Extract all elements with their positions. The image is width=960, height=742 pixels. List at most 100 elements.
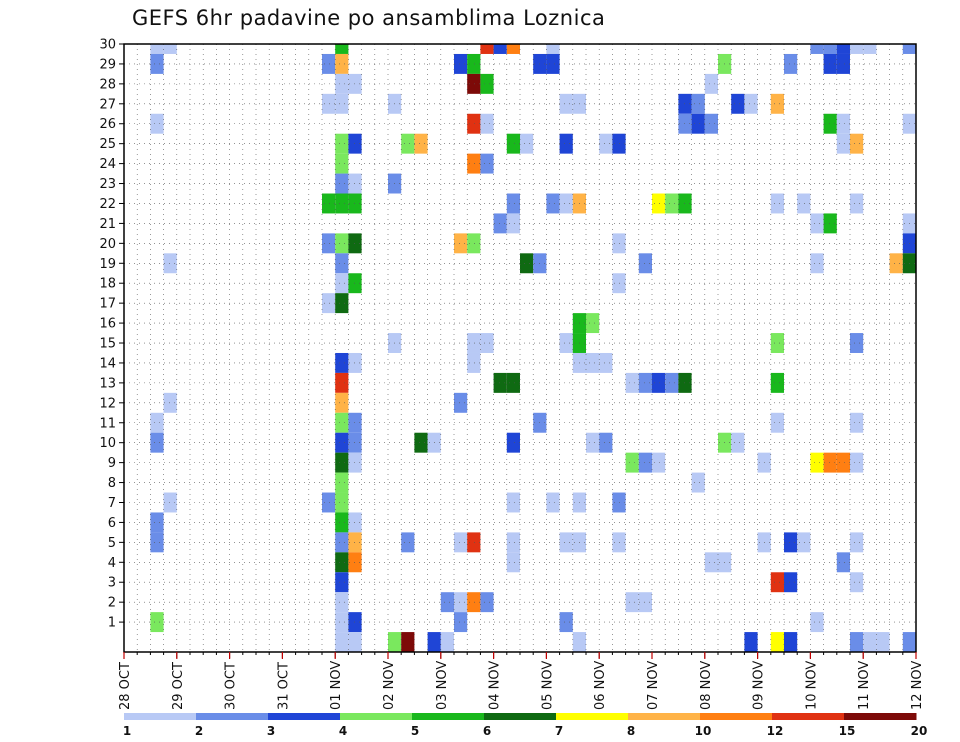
colorbar-label: 6 bbox=[483, 724, 491, 738]
heatmap-cell bbox=[335, 193, 349, 214]
y-tick-label: 7 bbox=[108, 496, 116, 511]
heatmap-cell bbox=[863, 44, 877, 54]
heatmap-cell bbox=[810, 213, 824, 234]
heatmap-cell bbox=[784, 532, 798, 553]
heatmap-cell bbox=[810, 612, 824, 633]
heatmap-cell bbox=[850, 632, 864, 652]
x-tick-label: 02 NOV bbox=[382, 661, 397, 710]
heatmap-cell bbox=[150, 113, 164, 134]
colorbar-swatch bbox=[844, 713, 917, 720]
heatmap-cell bbox=[599, 352, 613, 373]
heatmap-cell bbox=[454, 532, 468, 553]
x-tick-label: 05 NOV bbox=[540, 661, 555, 710]
heatmap-cell bbox=[902, 632, 916, 652]
y-tick-label: 8 bbox=[108, 476, 116, 491]
heatmap-cell bbox=[335, 372, 349, 393]
cells-layer bbox=[150, 44, 916, 652]
colorbar-swatch bbox=[268, 713, 341, 720]
y-tick-label: 6 bbox=[108, 516, 116, 531]
heatmap-cell bbox=[546, 193, 560, 214]
x-tick-label: 09 NOV bbox=[752, 661, 767, 710]
heatmap-cell bbox=[652, 372, 666, 393]
heatmap-cell bbox=[770, 572, 784, 593]
colorbar-label: 1 bbox=[123, 724, 131, 738]
heatmap-cell bbox=[836, 113, 850, 134]
heatmap-cell bbox=[586, 352, 600, 373]
heatmap-cell bbox=[744, 93, 758, 114]
heatmap-cell bbox=[335, 452, 349, 473]
heatmap-cell bbox=[823, 452, 837, 473]
x-tick-label: 11 NOV bbox=[857, 661, 872, 710]
heatmap-cell bbox=[480, 333, 494, 353]
x-tick-label: 01 NOV bbox=[329, 661, 344, 710]
heatmap-cell bbox=[322, 293, 336, 314]
heatmap-cell bbox=[850, 193, 864, 214]
heatmap-cell bbox=[559, 193, 573, 214]
heatmap-cell bbox=[480, 113, 494, 134]
heatmap-cell bbox=[559, 333, 573, 353]
heatmap-cell bbox=[731, 432, 745, 453]
x-tick-label: 28 OCT bbox=[118, 662, 133, 710]
heatmap-cell bbox=[322, 93, 336, 114]
y-tick-label: 5 bbox=[108, 536, 116, 551]
heatmap-cell bbox=[401, 632, 415, 652]
heatmap-cell bbox=[335, 352, 349, 373]
heatmap-cell bbox=[335, 532, 349, 553]
heatmap-cell bbox=[850, 572, 864, 593]
heatmap-cell bbox=[559, 612, 573, 633]
x-tick-label: 30 OCT bbox=[224, 662, 239, 710]
heatmap-cell bbox=[889, 253, 903, 274]
heatmap-cell bbox=[335, 73, 349, 94]
heatmap-cell bbox=[850, 532, 864, 553]
heatmap-cell bbox=[797, 532, 811, 553]
heatmap-cell bbox=[744, 632, 758, 652]
heatmap-cell bbox=[836, 133, 850, 154]
heatmap-cell bbox=[625, 452, 639, 473]
heatmap-cell bbox=[810, 44, 824, 54]
heatmap-cell bbox=[850, 44, 864, 54]
heatmap-cell bbox=[163, 392, 177, 413]
heatmap-cell bbox=[784, 572, 798, 593]
heatmap-cell bbox=[665, 372, 679, 393]
y-axis: 1234567891011121314151617181920212223242… bbox=[99, 38, 124, 631]
heatmap-cell bbox=[322, 53, 336, 74]
heatmap-cell bbox=[506, 492, 520, 513]
y-tick-label: 25 bbox=[99, 137, 116, 152]
x-axis: 28 OCT 29 OCT 30 OCT 31 OCT 01 NOV 02 NOV 03 N… bbox=[118, 652, 925, 710]
heatmap-cell bbox=[480, 592, 494, 613]
heatmap-cell bbox=[520, 253, 534, 274]
heatmap-cell bbox=[440, 632, 454, 652]
heatmap-cell bbox=[150, 512, 164, 533]
colorbar-label: 3 bbox=[267, 724, 275, 738]
heatmap-cell bbox=[546, 53, 560, 74]
heatmap-cell bbox=[506, 213, 520, 234]
heatmap-cell bbox=[850, 412, 864, 433]
heatmap-cell bbox=[797, 193, 811, 214]
colorbar-label: 10 bbox=[695, 724, 712, 738]
heatmap-cell bbox=[784, 632, 798, 652]
colorbar-swatch bbox=[628, 713, 701, 720]
heatmap-cell bbox=[454, 592, 468, 613]
heatmap-cell bbox=[322, 492, 336, 513]
heatmap-cell bbox=[335, 572, 349, 593]
x-tick-label: 04 NOV bbox=[488, 661, 503, 710]
heatmap-cell bbox=[586, 432, 600, 453]
colorbar-swatch bbox=[556, 713, 629, 720]
heatmap-cell bbox=[335, 612, 349, 633]
heatmap-cell bbox=[493, 44, 507, 54]
colorbar-label: 20 bbox=[911, 724, 928, 738]
heatmap-cell bbox=[770, 193, 784, 214]
heatmap-cell bbox=[454, 53, 468, 74]
heatmap-cell bbox=[335, 293, 349, 314]
heatmap-cell bbox=[823, 113, 837, 134]
heatmap-cell bbox=[506, 372, 520, 393]
heatmap-cell bbox=[876, 632, 890, 652]
heatmap-cell bbox=[335, 44, 349, 54]
heatmap-cell bbox=[480, 73, 494, 94]
heatmap-cell bbox=[810, 452, 824, 473]
heatmap-cell bbox=[150, 53, 164, 74]
heatmap-cell bbox=[335, 432, 349, 453]
heatmap-cell bbox=[506, 532, 520, 553]
y-tick-label: 21 bbox=[99, 217, 116, 232]
heatmap-cell bbox=[150, 612, 164, 633]
